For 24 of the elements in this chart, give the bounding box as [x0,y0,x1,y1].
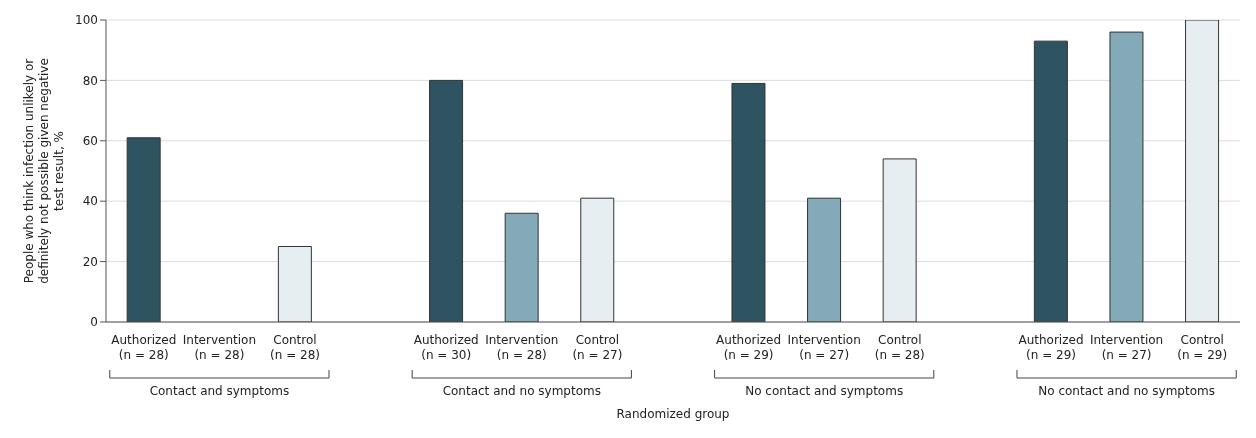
x-tick-label: Authorized (n = 29) [716,333,782,362]
text: Contact and symptoms [149,384,290,398]
text: Contact and no symptoms [442,384,601,398]
y-tick-label: 40 [82,194,98,209]
x-tick-label: Control (n = 28) [270,333,320,362]
x-tick-label: Authorized (n = 30) [413,333,479,362]
x-axis-title: Randomized group [616,407,730,421]
x-tick-label: Intervention (n = 28) [182,333,257,362]
x-tick-label: Authorized (n = 29) [1018,333,1084,362]
y-axis-title: People who think infection unlikely or definitely not possible given negative test result, % [22,58,66,284]
x-tick-label: Control (n = 27) [572,333,623,362]
x-tick-label: Intervention (n = 27) [1089,333,1164,362]
y-tick-label: 20 [82,254,98,269]
x-tick-label: Intervention (n = 28) [485,333,559,362]
x-tick-label: Control (n = 29) [1177,333,1228,362]
text: No contact and symptoms [745,384,904,398]
y-tick-label: 60 [82,134,98,149]
y-tick-label: 80 [82,73,98,88]
text: No contact and no symptoms [1038,384,1215,398]
x-tick-label: Authorized (n = 28) [111,333,177,362]
x-tick-label: Control (n = 28) [874,333,925,362]
y-tick-label: 0 [90,315,98,330]
y-tick-label: 100 [75,13,98,28]
x-tick-label: Intervention (n = 27) [787,333,861,362]
